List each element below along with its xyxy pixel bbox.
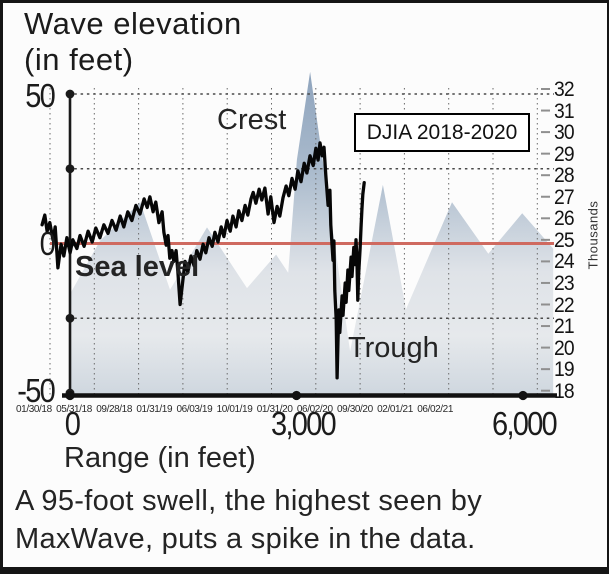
date-label: 01/31/19: [136, 404, 173, 415]
crest-label: Crest: [217, 104, 287, 136]
left-axis-dot: [65, 313, 75, 323]
date-label: 09/30/20: [337, 404, 373, 415]
wave-area: [70, 71, 554, 395]
djia-price-line: [40, 141, 366, 380]
date-label: 01/31/20: [256, 404, 293, 415]
right-axis-tick-label: 25: [554, 228, 575, 252]
right-axis-tick-label: 18: [554, 379, 575, 403]
right-axis-tick-label: 27: [554, 185, 575, 209]
thousands-label: Thousands: [585, 200, 601, 270]
figure-title-line1: Wave elevation: [24, 6, 242, 41]
bottom-axis-dot: [291, 390, 302, 401]
right-axis-tick-label: 24: [554, 250, 575, 274]
right-axis-tick-label: 20: [554, 336, 575, 360]
left-axis-dot: [65, 164, 75, 174]
date-label: 10/01/19: [216, 404, 253, 415]
right-axis-tick-label: 19: [554, 358, 575, 382]
date-label: 06/02/21: [417, 404, 453, 415]
date-label: 06/03/19: [176, 404, 213, 415]
date-label: 06/02/20: [296, 404, 333, 415]
date-label: 02/01/21: [377, 404, 413, 415]
date-label: 01/30/18: [16, 404, 52, 415]
y-axis-tick-50: 50: [25, 77, 56, 114]
bottom-axis-dot: [65, 390, 75, 401]
date-label: 09/28/18: [96, 404, 132, 415]
right-axis-tick-label: 22: [554, 293, 575, 317]
x-axis-tick-3000: 3,000: [271, 405, 337, 442]
right-axis-tick-label: 31: [554, 99, 575, 123]
caption-line1: A 95-foot swell, the highest seen by: [15, 485, 483, 517]
y-axis-tick-0: 0: [39, 225, 56, 262]
djia-date-axis: 01/30/18 05/31/18 09/28/18 01/31/19 06/03/19…: [16, 404, 453, 415]
right-axis-unit: Thousands: [560, 200, 609, 270]
right-axis-tick-label: 21: [554, 315, 575, 339]
right-axis-tick-label: 26: [554, 207, 575, 231]
djia-legend-box: DJIA 2018-2020: [354, 113, 530, 152]
date-label: 05/31/18: [56, 404, 92, 415]
djia-legend-label: DJIA 2018-2020: [366, 120, 518, 144]
trough-label: Trough: [348, 332, 439, 364]
right-axis-tick-label: 23: [554, 271, 575, 295]
x-axis-tick-6000: 6,000: [492, 405, 558, 442]
sea-level-label: Sea level: [75, 251, 200, 283]
y-axis-tick-minus-50: -50: [17, 372, 55, 409]
x-axis-title: Range (in feet): [64, 442, 256, 474]
right-axis-tick-label: 28: [554, 164, 575, 188]
figure-title-line2: (in feet): [24, 42, 134, 77]
caption-line2: MaxWave, puts a spike in the data.: [15, 523, 476, 555]
right-axis-tick-label: 32: [554, 78, 575, 101]
right-axis-tick-label: 29: [554, 142, 575, 166]
bottom-axis-dot: [518, 390, 528, 401]
right-axis-tick-label: 30: [554, 121, 575, 145]
left-axis-dot: [65, 89, 75, 99]
x-axis-tick-0: 0: [64, 405, 81, 442]
